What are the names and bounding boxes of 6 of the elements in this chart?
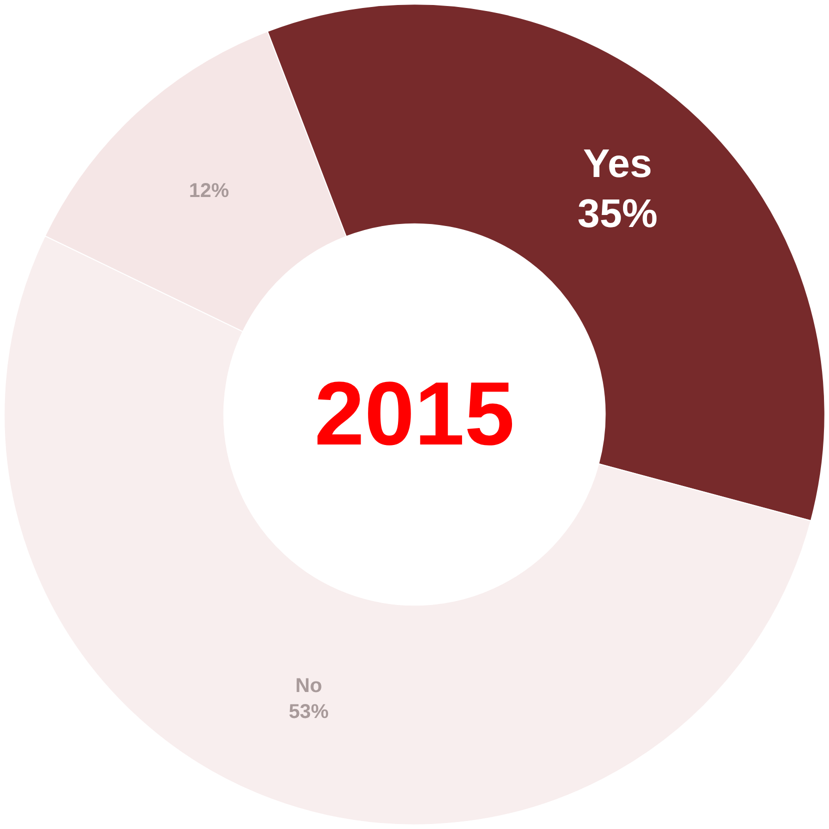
data-label: 53% [288, 700, 329, 723]
slice-label: No [295, 674, 322, 697]
text: 2015 [314, 364, 515, 464]
slice-label: Yes [583, 142, 652, 186]
data-label: 12% [189, 180, 230, 202]
data-label: 35% [578, 192, 658, 236]
